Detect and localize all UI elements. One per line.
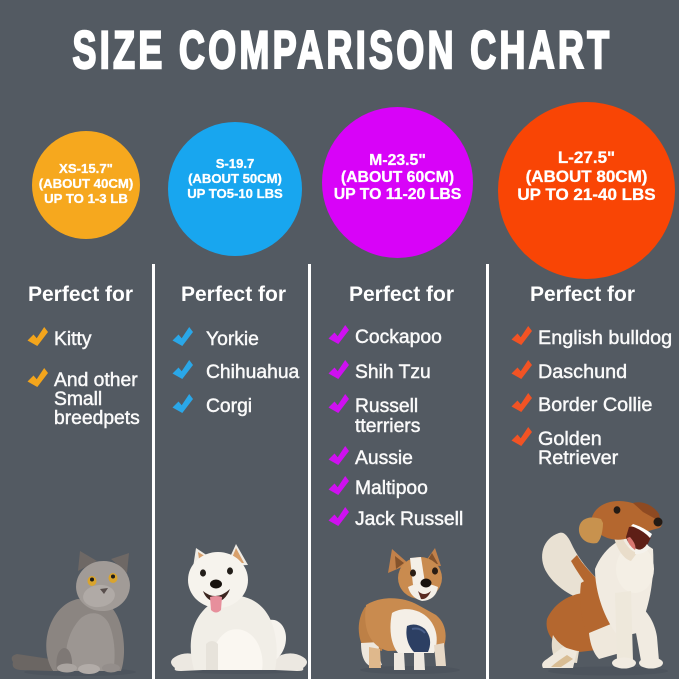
svg-text:SIZE COMPARISON CHART: SIZE COMPARISON CHART bbox=[73, 21, 613, 80]
